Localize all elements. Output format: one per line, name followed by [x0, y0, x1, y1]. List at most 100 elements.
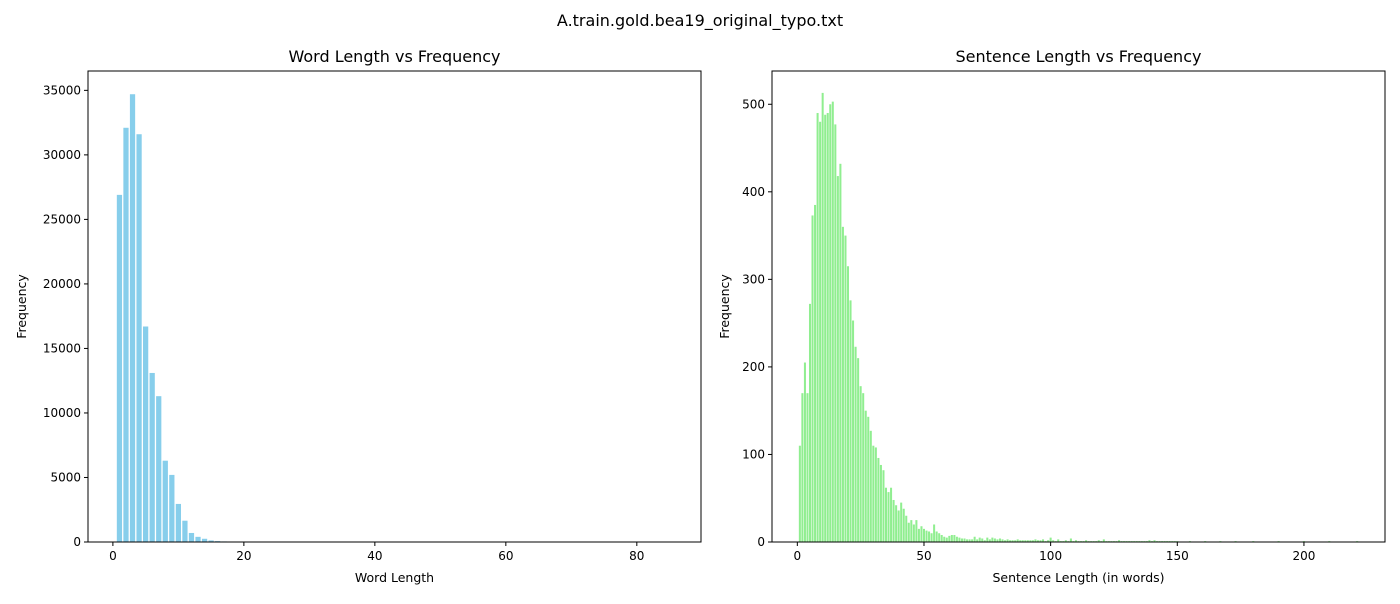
bar: [799, 446, 801, 542]
bar: [189, 533, 194, 542]
bar: [999, 539, 1001, 543]
bar: [946, 538, 948, 542]
bar: [169, 475, 174, 542]
bar: [819, 122, 821, 542]
bar: [981, 539, 983, 543]
x-tick-label: 0: [794, 549, 802, 563]
bar: [986, 538, 988, 542]
bar: [829, 104, 831, 542]
bar: [867, 417, 869, 542]
bar: [931, 533, 933, 542]
bar: [176, 504, 181, 542]
bar: [890, 488, 892, 542]
bar: [156, 396, 161, 542]
bar: [900, 503, 902, 542]
y-tick-label: 25000: [43, 212, 81, 226]
bar: [195, 537, 200, 542]
x-tick-label: 20: [236, 549, 251, 563]
bar-series: [799, 93, 1358, 542]
bar: [117, 195, 122, 542]
bar: [961, 539, 963, 543]
x-tick-label: 0: [109, 549, 117, 563]
chart-title: Sentence Length vs Frequency: [956, 47, 1202, 66]
bar: [814, 205, 816, 542]
y-tick-label: 35000: [43, 83, 81, 97]
bar: [817, 113, 819, 542]
y-tick-label: 200: [742, 360, 765, 374]
bar: [910, 520, 912, 542]
bar: [979, 538, 981, 542]
y-tick-label: 5000: [50, 470, 81, 484]
bar: [885, 488, 887, 542]
bar: [920, 526, 922, 542]
bar: [801, 393, 803, 542]
bar: [880, 465, 882, 542]
bar: [974, 537, 976, 542]
x-tick-label: 60: [498, 549, 513, 563]
bar: [943, 537, 945, 542]
bar: [936, 531, 938, 542]
bar: [130, 94, 135, 542]
bar: [895, 505, 897, 542]
bar: [953, 535, 955, 542]
bar: [850, 300, 852, 542]
y-tick-label: 30000: [43, 148, 81, 162]
bar: [951, 535, 953, 542]
x-axis-label: Sentence Length (in words): [992, 570, 1164, 585]
bar: [806, 393, 808, 542]
y-axis-ticks: 0 5000 10000 15000 20000 25000 30000 35000: [43, 83, 88, 549]
bar: [938, 533, 940, 542]
figure-title: A.train.gold.bea19_original_typo.txt: [557, 11, 843, 31]
bar: [123, 128, 128, 542]
bar-series: [117, 94, 679, 542]
y-tick-label: 400: [742, 185, 765, 199]
y-tick-label: 0: [73, 535, 81, 549]
bar: [136, 134, 141, 542]
bar: [824, 115, 826, 542]
bar: [991, 538, 993, 542]
x-tick-label: 150: [1166, 549, 1189, 563]
bar: [837, 176, 839, 542]
y-tick-label: 10000: [43, 406, 81, 420]
bar: [933, 524, 935, 542]
bar: [893, 500, 895, 542]
bar: [928, 531, 930, 542]
bar: [915, 520, 917, 542]
y-tick-label: 500: [742, 97, 765, 111]
bar: [908, 523, 910, 542]
x-tick-label: 200: [1292, 549, 1315, 563]
bar: [877, 458, 879, 542]
bar: [857, 358, 859, 542]
bar: [964, 539, 966, 543]
bar: [847, 266, 849, 542]
bar: [809, 304, 811, 542]
bar: [865, 411, 867, 542]
x-tick-label: 50: [916, 549, 931, 563]
x-axis-label: Word Length: [355, 570, 434, 585]
bar: [862, 393, 864, 542]
bar: [903, 509, 905, 542]
bar: [804, 363, 806, 542]
y-tick-label: 15000: [43, 341, 81, 355]
bar: [860, 386, 862, 542]
bar: [956, 537, 958, 542]
bar: [842, 227, 844, 542]
bar: [839, 164, 841, 542]
bar: [150, 373, 155, 542]
bar: [923, 529, 925, 542]
bar: [852, 321, 854, 542]
bar: [875, 447, 877, 542]
bar: [163, 461, 168, 542]
y-tick-label: 20000: [43, 277, 81, 291]
bar: [827, 113, 829, 542]
bar: [926, 531, 928, 542]
y-tick-label: 0: [757, 535, 765, 549]
bar: [1050, 538, 1052, 542]
y-axis-label: Frequency: [717, 274, 732, 339]
